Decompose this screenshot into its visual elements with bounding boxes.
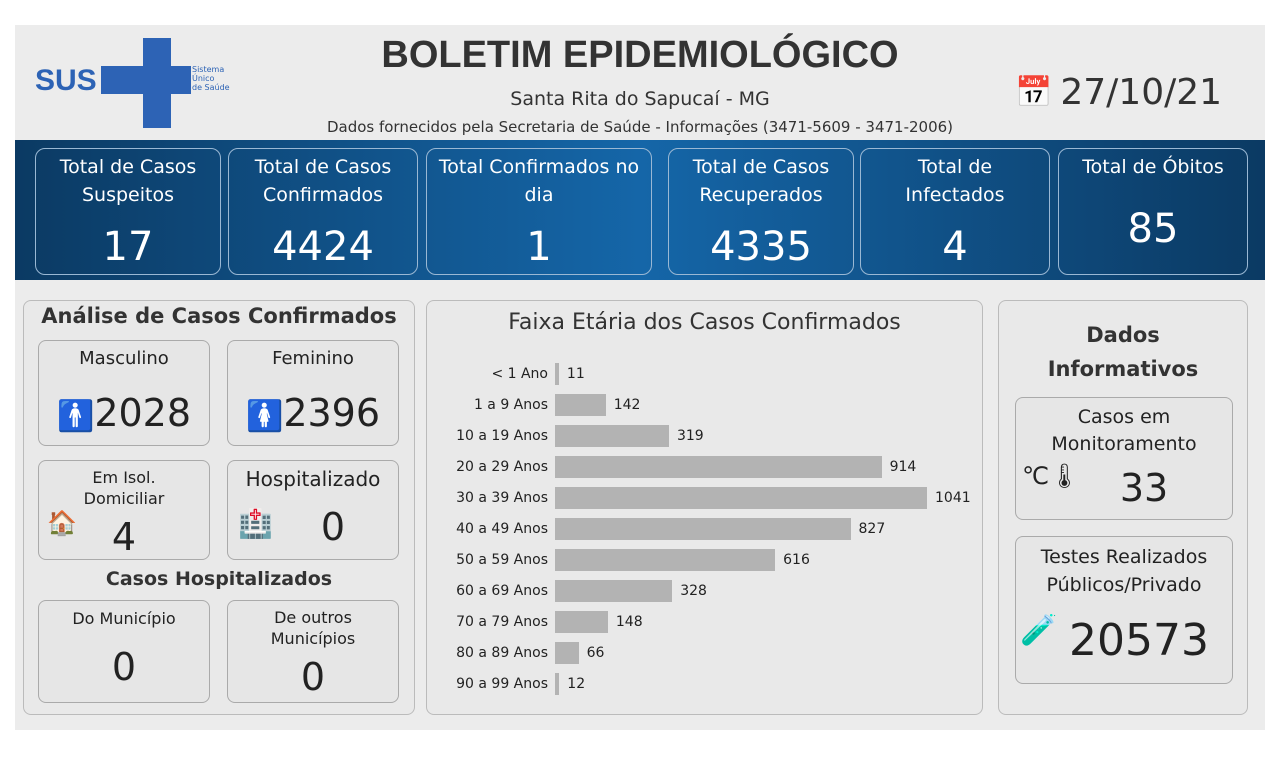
value-label: 319 — [676, 428, 704, 444]
kpi-band — [15, 140, 1265, 280]
isolation-box: Em Isol. Domiciliar 🏠 4 — [38, 460, 210, 560]
category-label: 1 a 9 Anos — [473, 397, 548, 413]
hospitalized-box: Hospitalizado 🏥 0 — [227, 460, 399, 560]
category-label: 80 a 89 Anos — [456, 645, 548, 661]
city-subtitle: Santa Rita do Sapucaí - MG — [510, 88, 770, 110]
source-note: Dados fornecidos pela Secretaria de Saúd… — [326, 118, 954, 136]
bar — [555, 611, 608, 633]
bar — [555, 518, 851, 540]
kpi-suspects: Total de Casos Suspeitos 17 — [35, 148, 221, 275]
bar — [555, 642, 579, 664]
bar — [555, 673, 560, 695]
category-label: 40 a 49 Anos — [456, 521, 548, 537]
category-label: 70 a 79 Anos — [456, 614, 548, 630]
bar — [555, 580, 673, 602]
category-label: 90 a 99 Anos — [456, 676, 548, 692]
value-label: 616 — [783, 552, 810, 568]
category-label: < 1 Ano — [491, 366, 548, 382]
category-label: 10 a 19 Anos — [456, 428, 548, 444]
value-label: 66 — [586, 645, 605, 661]
report-date: 📅 27/10/21 — [1015, 72, 1223, 113]
bar — [555, 456, 882, 478]
bar — [555, 425, 669, 447]
female-icon: 🚺 — [245, 399, 284, 434]
value-label: 1041 — [935, 490, 971, 506]
hospitalized-title: Casos Hospitalizados — [105, 568, 333, 590]
sus-logo: SUS Sistema Único de Saúde — [35, 38, 230, 128]
municipal-box: Do Município 0 — [38, 600, 210, 703]
thermometer-icon: ℃🌡 — [1022, 462, 1080, 490]
value-label: 142 — [613, 397, 641, 413]
chart-title: Faixa Etária dos Casos Confirmados — [508, 310, 901, 335]
value-label: 328 — [680, 583, 707, 599]
kpi-confirmed-day: Total Confirmados no dia 1 — [426, 148, 652, 275]
value-label: 11 — [566, 366, 585, 382]
category-label: 60 a 69 Anos — [456, 583, 548, 599]
page-title: BOLETIM EPIDEMIOLÓGICO — [381, 34, 899, 76]
bar — [555, 363, 559, 385]
category-label: 20 a 29 Anos — [456, 459, 548, 475]
calendar-icon: 📅 — [1015, 75, 1053, 110]
kpi-infected: Total de Infectados 4 — [860, 148, 1050, 275]
kpi-deaths: Total de Óbitos 85 — [1058, 148, 1248, 275]
svg-text:SUS: SUS — [35, 64, 97, 97]
category-label: 30 a 39 Anos — [456, 490, 548, 506]
analysis-title: Análise de Casos Confirmados — [41, 304, 397, 328]
svg-text:Sistema: Sistema — [192, 65, 224, 74]
svg-text:de Saúde: de Saúde — [192, 83, 230, 92]
category-label: 50 a 59 Anos — [456, 552, 548, 568]
bar — [555, 487, 927, 509]
kpi-confirmed: Total de Casos Confirmados 4424 — [228, 148, 418, 275]
male-icon: 🚹 — [56, 399, 95, 434]
male-box: Masculino 🚹2028 — [38, 340, 210, 446]
tests-box: Testes Realizados Públicos/Privado 🧪 20573 — [1015, 536, 1233, 684]
female-box: Feminino 🚺2396 — [227, 340, 399, 446]
test-tube-icon: 🧪 — [1020, 613, 1058, 648]
value-label: 827 — [858, 521, 886, 537]
value-label: 914 — [889, 459, 917, 475]
other-municipal-box: De outros Municípios 0 — [227, 600, 399, 703]
value-label: 12 — [567, 676, 586, 692]
house-icon: 🏠 — [47, 509, 77, 537]
monitoring-box: Casos em Monitoramento ℃🌡 33 — [1015, 397, 1233, 520]
kpi-recovered: Total de Casos Recuperados 4335 — [668, 148, 854, 275]
bar — [555, 394, 606, 416]
hospital-icon: 🏥 — [238, 507, 273, 540]
value-label: 148 — [615, 614, 643, 630]
info-title: Dados Informativos — [1047, 323, 1199, 381]
bar — [555, 549, 776, 571]
svg-text:Único: Único — [192, 72, 215, 83]
